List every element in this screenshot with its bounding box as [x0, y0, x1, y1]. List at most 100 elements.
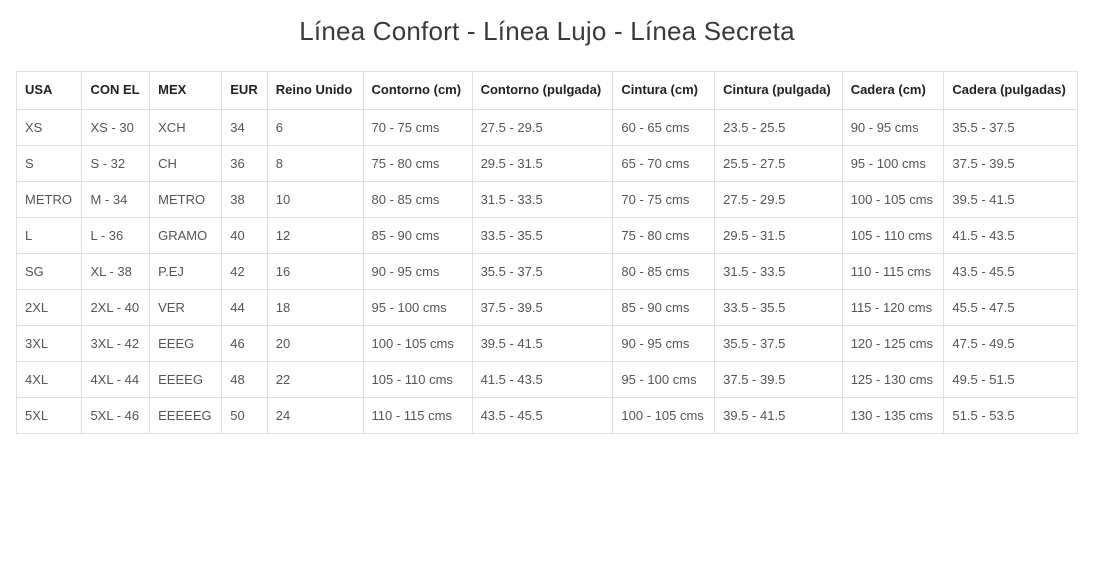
table-cell: EEEG — [150, 325, 222, 361]
table-cell: 65 - 70 cms — [613, 145, 715, 181]
table-cell: 18 — [267, 289, 363, 325]
col-cintura-in: Cintura (pulgada) — [715, 72, 843, 110]
table-cell: 90 - 95 cms — [842, 109, 944, 145]
table-row: METROM - 34METRO381080 - 85 cms31.5 - 33… — [17, 181, 1078, 217]
table-cell: 110 - 115 cms — [842, 253, 944, 289]
col-eur: EUR — [222, 72, 268, 110]
table-cell: 105 - 110 cms — [842, 217, 944, 253]
table-cell: S — [17, 145, 82, 181]
size-chart-table: USA CON EL MEX EUR Reino Unido Contorno … — [16, 71, 1078, 434]
table-cell: 110 - 115 cms — [363, 397, 472, 433]
table-cell: XCH — [150, 109, 222, 145]
table-cell: 38 — [222, 181, 268, 217]
table-cell: METRO — [17, 181, 82, 217]
table-cell: 42 — [222, 253, 268, 289]
table-cell: 70 - 75 cms — [363, 109, 472, 145]
table-cell: 20 — [267, 325, 363, 361]
table-cell: 120 - 125 cms — [842, 325, 944, 361]
table-cell: 22 — [267, 361, 363, 397]
table-cell: 37.5 - 39.5 — [472, 289, 613, 325]
table-cell: 2XL — [17, 289, 82, 325]
col-reino-unido: Reino Unido — [267, 72, 363, 110]
table-cell: 31.5 - 33.5 — [472, 181, 613, 217]
table-cell: 100 - 105 cms — [842, 181, 944, 217]
table-cell: 90 - 95 cms — [363, 253, 472, 289]
table-cell: 85 - 90 cms — [363, 217, 472, 253]
table-row: LL - 36GRAMO401285 - 90 cms33.5 - 35.575… — [17, 217, 1078, 253]
table-cell: 39.5 - 41.5 — [944, 181, 1078, 217]
table-cell: 80 - 85 cms — [363, 181, 472, 217]
table-cell: 10 — [267, 181, 363, 217]
table-cell: P.EJ — [150, 253, 222, 289]
table-cell: 29.5 - 31.5 — [715, 217, 843, 253]
table-cell: 90 - 95 cms — [613, 325, 715, 361]
table-cell: 51.5 - 53.5 — [944, 397, 1078, 433]
table-cell: 125 - 130 cms — [842, 361, 944, 397]
table-cell: 95 - 100 cms — [613, 361, 715, 397]
table-cell: 85 - 90 cms — [613, 289, 715, 325]
table-cell: 47.5 - 49.5 — [944, 325, 1078, 361]
table-cell: S - 32 — [82, 145, 150, 181]
col-mex: MEX — [150, 72, 222, 110]
table-cell: 40 — [222, 217, 268, 253]
table-cell: SG — [17, 253, 82, 289]
table-cell: 75 - 80 cms — [613, 217, 715, 253]
table-cell: 29.5 - 31.5 — [472, 145, 613, 181]
table-cell: 4XL - 44 — [82, 361, 150, 397]
table-cell: XS — [17, 109, 82, 145]
table-cell: 35.5 - 37.5 — [472, 253, 613, 289]
page-title: Línea Confort - Línea Lujo - Línea Secre… — [16, 16, 1078, 47]
col-cadera-in: Cadera (pulgadas) — [944, 72, 1078, 110]
table-row: SS - 32CH36875 - 80 cms29.5 - 31.565 - 7… — [17, 145, 1078, 181]
table-cell: 35.5 - 37.5 — [944, 109, 1078, 145]
table-cell: 49.5 - 51.5 — [944, 361, 1078, 397]
table-cell: 80 - 85 cms — [613, 253, 715, 289]
table-cell: XL - 38 — [82, 253, 150, 289]
table-cell: 43.5 - 45.5 — [944, 253, 1078, 289]
table-row: 3XL3XL - 42EEEG4620100 - 105 cms39.5 - 4… — [17, 325, 1078, 361]
table-cell: 25.5 - 27.5 — [715, 145, 843, 181]
table-cell: 50 — [222, 397, 268, 433]
table-cell: 8 — [267, 145, 363, 181]
table-cell: 6 — [267, 109, 363, 145]
table-row: SGXL - 38P.EJ421690 - 95 cms35.5 - 37.58… — [17, 253, 1078, 289]
table-cell: 37.5 - 39.5 — [715, 361, 843, 397]
table-cell: 16 — [267, 253, 363, 289]
table-cell: 3XL — [17, 325, 82, 361]
table-cell: 44 — [222, 289, 268, 325]
table-cell: 37.5 - 39.5 — [944, 145, 1078, 181]
col-usa: USA — [17, 72, 82, 110]
table-cell: M - 34 — [82, 181, 150, 217]
table-row: XSXS - 30XCH34670 - 75 cms27.5 - 29.560 … — [17, 109, 1078, 145]
table-cell: 45.5 - 47.5 — [944, 289, 1078, 325]
col-contorno-cm: Contorno (cm) — [363, 72, 472, 110]
col-cadera-cm: Cadera (cm) — [842, 72, 944, 110]
table-cell: 24 — [267, 397, 363, 433]
table-cell: VER — [150, 289, 222, 325]
table-cell: 100 - 105 cms — [363, 325, 472, 361]
table-cell: 5XL - 46 — [82, 397, 150, 433]
table-cell: 27.5 - 29.5 — [472, 109, 613, 145]
col-con-el: CON EL — [82, 72, 150, 110]
table-cell: 60 - 65 cms — [613, 109, 715, 145]
table-cell: 130 - 135 cms — [842, 397, 944, 433]
table-cell: 36 — [222, 145, 268, 181]
table-cell: 95 - 100 cms — [363, 289, 472, 325]
table-cell: 41.5 - 43.5 — [944, 217, 1078, 253]
table-cell: 43.5 - 45.5 — [472, 397, 613, 433]
table-cell: 33.5 - 35.5 — [715, 289, 843, 325]
table-cell: 39.5 - 41.5 — [472, 325, 613, 361]
table-cell: 4XL — [17, 361, 82, 397]
table-cell: EEEEEG — [150, 397, 222, 433]
table-cell: METRO — [150, 181, 222, 217]
table-header: USA CON EL MEX EUR Reino Unido Contorno … — [17, 72, 1078, 110]
table-row: 5XL5XL - 46EEEEEG5024110 - 115 cms43.5 -… — [17, 397, 1078, 433]
table-cell: 105 - 110 cms — [363, 361, 472, 397]
table-cell: 35.5 - 37.5 — [715, 325, 843, 361]
col-contorno-in: Contorno (pulgada) — [472, 72, 613, 110]
table-cell: 48 — [222, 361, 268, 397]
table-cell: 39.5 - 41.5 — [715, 397, 843, 433]
col-cintura-cm: Cintura (cm) — [613, 72, 715, 110]
table-cell: 3XL - 42 — [82, 325, 150, 361]
table-cell: CH — [150, 145, 222, 181]
